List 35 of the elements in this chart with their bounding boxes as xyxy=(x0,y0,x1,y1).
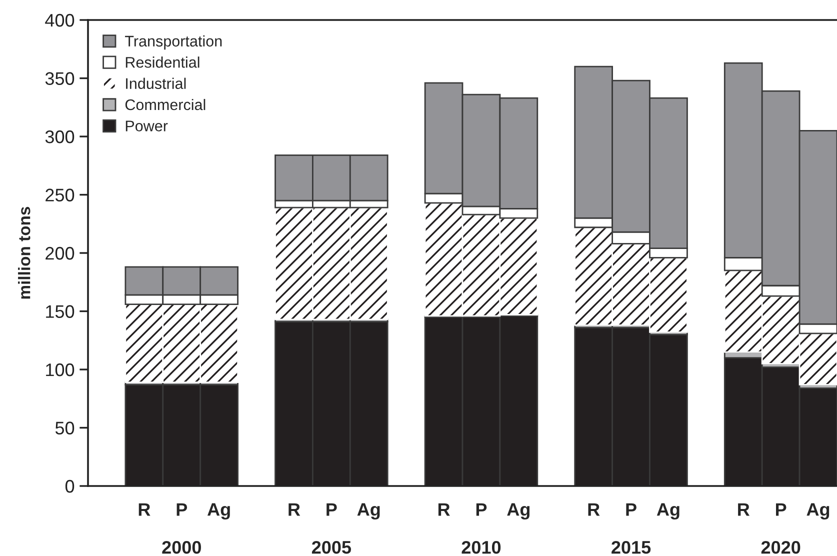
x-tick-label: Ag xyxy=(357,503,380,520)
y-tick-label: 100 xyxy=(46,363,74,376)
x-tick-label: P xyxy=(626,503,636,516)
text: 2010 xyxy=(462,540,501,554)
legend-label: Commercial xyxy=(125,98,206,110)
y-tick-label: 400 xyxy=(45,14,74,27)
legend-label: Industrial xyxy=(126,78,186,89)
x-tick-label: P xyxy=(326,503,337,516)
x-tick-label: Ag xyxy=(656,503,680,520)
x-tick-label: P xyxy=(476,503,487,516)
x-tick-label: R xyxy=(288,503,300,516)
text: 2000 xyxy=(162,540,201,554)
y-tick-label: 350 xyxy=(45,72,74,85)
x-tick-label: Ag xyxy=(207,503,230,520)
x-tick-label: R xyxy=(588,503,600,516)
text: 2015 xyxy=(612,540,651,554)
x-tick-label: P xyxy=(776,503,786,516)
y-tick-label: 0 xyxy=(65,480,74,493)
y-tick-label: 300 xyxy=(45,130,74,144)
x-tick-label: Ag xyxy=(507,503,530,520)
y-tick-label: 200 xyxy=(46,246,74,260)
text: 2005 xyxy=(312,540,352,554)
y-tick-label: 50 xyxy=(55,422,74,434)
x-tick-label: R xyxy=(738,503,750,516)
legend-label: Transportation xyxy=(125,35,222,50)
legend-label: Residential xyxy=(126,56,200,68)
x-tick-label: Ag xyxy=(806,503,830,520)
y-axis-title: million tons xyxy=(18,206,30,299)
y-tick-label: 150 xyxy=(46,305,74,318)
legend-label: Power xyxy=(126,120,168,132)
x-tick-label: R xyxy=(138,503,150,516)
x-tick-label: P xyxy=(176,503,188,516)
y-tick-label: 250 xyxy=(46,188,74,202)
x-tick-label: R xyxy=(438,503,450,516)
text: 2020 xyxy=(761,540,800,554)
